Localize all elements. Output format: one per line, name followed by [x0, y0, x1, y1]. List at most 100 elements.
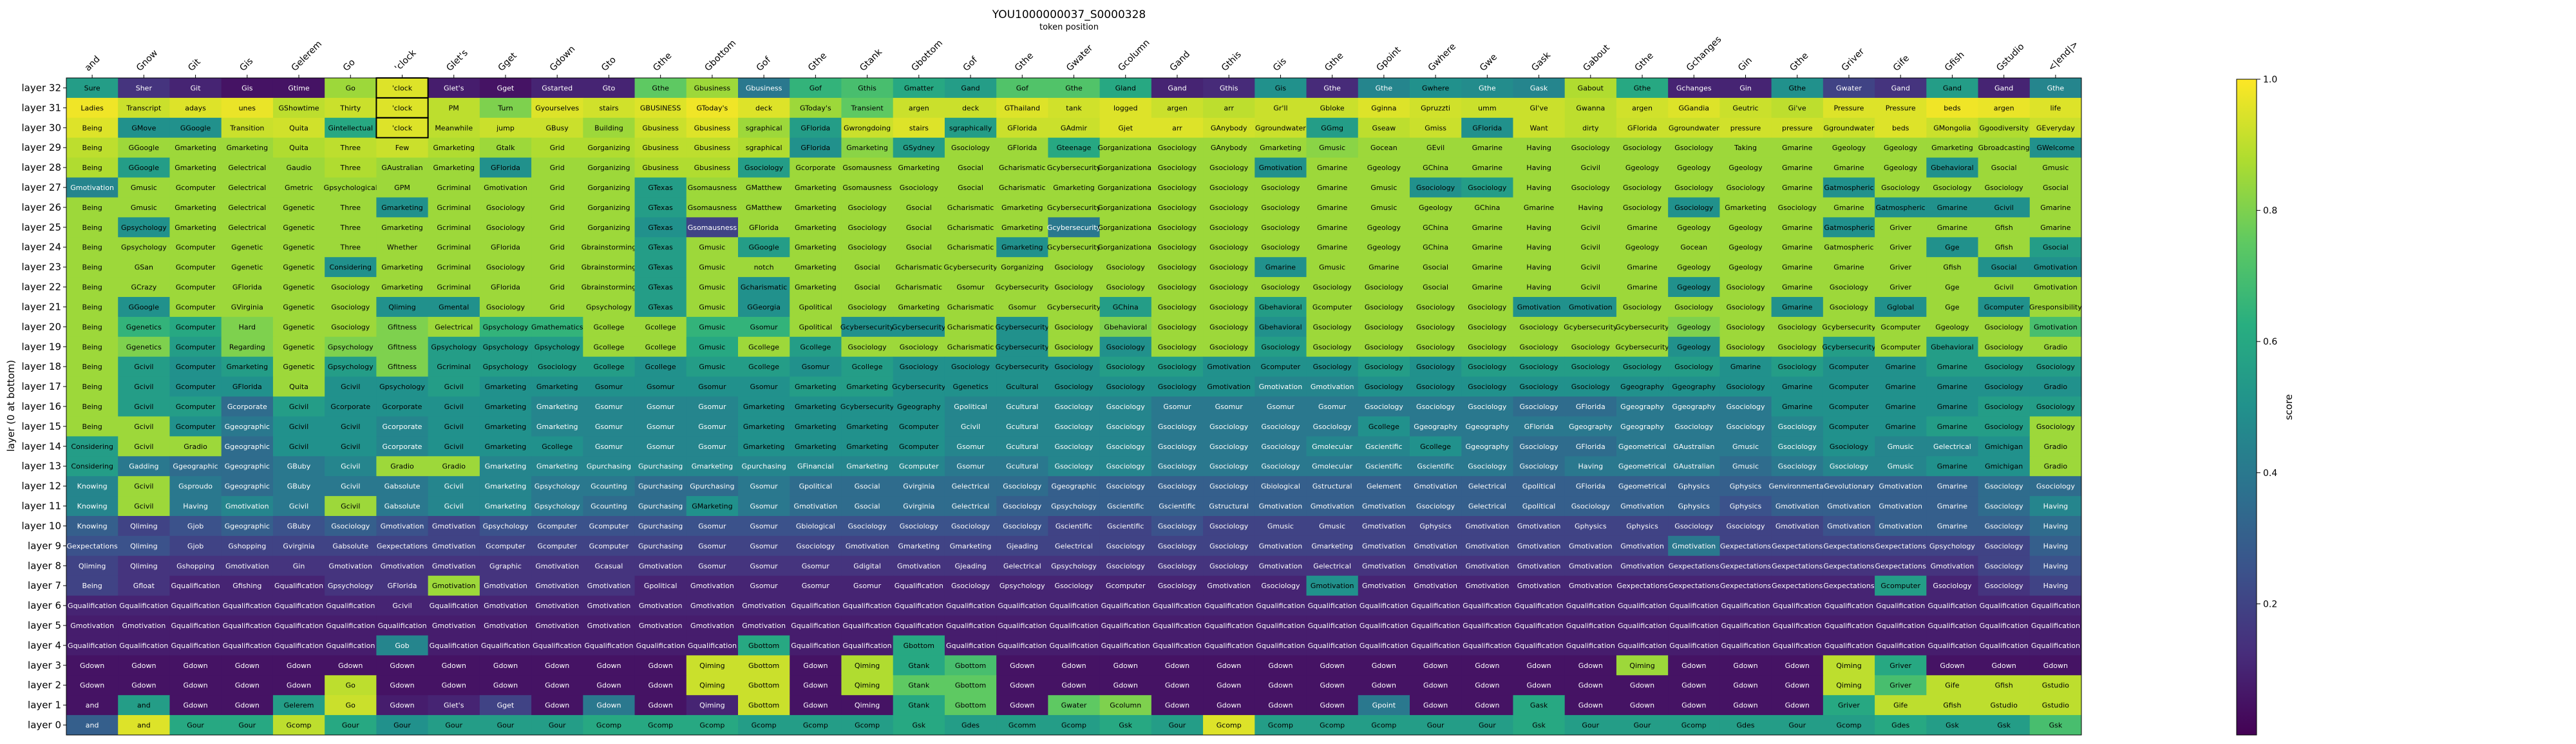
cell-token-label: Gseaw	[1372, 124, 1396, 132]
heatmap-cell	[1875, 297, 1927, 318]
cell-token-label: Gmotivation	[535, 602, 579, 610]
cell-token-label: Gwhere	[1422, 84, 1450, 92]
cell-token-label: Ggeology	[1677, 343, 1711, 351]
heatmap-cell	[1668, 695, 1720, 716]
heatmap-cell	[944, 575, 997, 596]
heatmap-cell	[1410, 217, 1462, 238]
cell-token-label: Gcomp	[1681, 721, 1707, 730]
cell-token-label: Gradio	[2044, 343, 2068, 351]
heatmap-cell	[325, 456, 377, 477]
cell-token-label: Gmarketing	[536, 423, 578, 431]
heatmap-cell	[531, 555, 583, 577]
cell-token-label: Gdown	[1733, 682, 1757, 690]
heatmap-cell	[1926, 396, 1979, 417]
cell-token-label: Ggeology	[1677, 164, 1711, 172]
cell-token-label: Gexpectations	[1616, 582, 1668, 590]
cell-token-label: Gsociology	[486, 204, 526, 212]
cell-token-label: Gmotivation	[1620, 502, 1664, 511]
heatmap-cell	[1823, 376, 1875, 397]
cell-token-label: Gmotivation	[484, 622, 527, 630]
x-tick-label: Gchanges	[1685, 34, 1724, 73]
heatmap-cell	[1099, 157, 1152, 178]
cell-token-label: Gpsychology	[121, 243, 167, 252]
cell-token-label: Gsociology	[1054, 363, 1094, 371]
x-tick-label: Gin	[1736, 55, 1754, 73]
cell-token-label: Gsociology	[331, 283, 370, 292]
cell-token-label: Gjet	[1118, 124, 1133, 132]
heatmap-cell	[1410, 555, 1462, 577]
cell-token-label: Gsociology	[331, 323, 370, 331]
heatmap-cell	[531, 635, 583, 656]
heatmap-cell	[996, 257, 1048, 278]
heatmap-cell	[376, 157, 429, 178]
cell-token-label: GSydney	[903, 144, 935, 152]
heatmap-cell	[634, 396, 687, 417]
cell-token-label: Gbottom	[955, 682, 986, 690]
cell-token-label: Gsociology	[1158, 542, 1197, 550]
cell-token-label: Gsociology	[1778, 463, 1817, 471]
cell-token-label: Gmotivation	[587, 602, 631, 610]
cell-token-label: Gqualification	[791, 602, 840, 610]
heatmap-cell	[1823, 595, 1875, 616]
heatmap-cell	[1358, 157, 1410, 178]
heatmap-cell	[1978, 257, 2031, 278]
cell-token-label: Gqualification	[1101, 622, 1150, 630]
heatmap-cell	[428, 555, 480, 577]
heatmap-cell	[583, 496, 636, 517]
cell-token-label: Gcultural	[1006, 463, 1038, 471]
heatmap-cell	[1203, 535, 1255, 557]
cell-token-label: Gcivil	[961, 423, 980, 431]
heatmap-cell	[1978, 535, 2031, 557]
cell-token-label: Gsomur	[1009, 303, 1037, 311]
heatmap-cell	[1255, 78, 1307, 99]
cell-token-label: argen	[909, 104, 929, 112]
cell-token-label: Gqualification	[1618, 602, 1667, 610]
cell-token-label: Gdes	[1891, 721, 1909, 730]
cell-token-label: Gsomur	[956, 283, 985, 292]
heatmap-cell	[738, 97, 790, 119]
heatmap-cell	[944, 715, 997, 736]
heatmap-cell	[583, 416, 636, 437]
cell-token-label: Pressure	[1833, 104, 1864, 112]
y-tick-label: layer 5	[28, 620, 61, 631]
heatmap-cell	[1564, 476, 1617, 497]
heatmap-cell	[893, 78, 945, 99]
heatmap-cell	[1048, 715, 1101, 736]
heatmap-cell	[1461, 695, 1513, 716]
heatmap-cell	[790, 396, 842, 417]
cell-token-label: Qiming	[855, 662, 880, 670]
cell-token-label: Gsomur	[647, 383, 675, 391]
cell-token-label: Gmotivation	[1776, 522, 1819, 530]
cell-token-label: Three	[340, 144, 361, 152]
cell-token-label: Gcomm	[1009, 721, 1036, 730]
cell-token-label: Gsomur	[853, 582, 882, 590]
heatmap-cell	[1771, 356, 1824, 377]
cell-token-label: Gmusic	[131, 204, 157, 212]
cell-token-label: beds	[1944, 104, 1961, 112]
heatmap-cell	[1048, 416, 1101, 437]
cell-token-label: Gqualification	[1463, 642, 1511, 650]
heatmap-cell	[738, 316, 790, 338]
heatmap-cell	[1823, 416, 1875, 437]
cell-token-label: Gcivil	[1581, 224, 1600, 232]
cell-token-label: Gdown	[545, 701, 569, 710]
heatmap-cell	[1461, 137, 1513, 158]
cell-token-label: Gthe	[1376, 84, 1393, 92]
heatmap-cell	[1306, 137, 1359, 158]
heatmap-cell	[944, 396, 997, 417]
heatmap-cell	[996, 695, 1048, 716]
cell-token-label: Gmusic	[131, 184, 157, 192]
heatmap-cell	[428, 516, 480, 537]
cell-token-label: GAustralian	[1673, 443, 1714, 451]
heatmap-cell	[1513, 436, 1566, 457]
heatmap-cell	[944, 476, 997, 497]
y-tick-label: layer 21	[22, 301, 62, 312]
heatmap-cell	[221, 237, 274, 258]
heatmap-cell	[583, 675, 636, 696]
heatmap-cell	[169, 336, 222, 358]
heatmap-cell	[738, 615, 790, 636]
heatmap-cell	[634, 78, 687, 99]
heatmap-cell	[479, 575, 532, 596]
cell-token-label: Gmotivation	[1466, 522, 1510, 530]
heatmap-cell	[686, 416, 739, 437]
